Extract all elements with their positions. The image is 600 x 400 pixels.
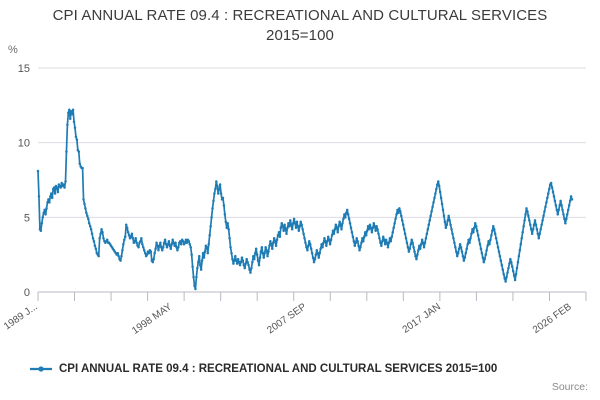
legend-item-label: CPI ANNUAL RATE 09.4 : RECREATIONAL AND …	[59, 363, 498, 375]
page-title: CPI ANNUAL RATE 09.4 : RECREATIONAL AND …	[52, 7, 548, 44]
svg-text:2017 JAN: 2017 JAN	[401, 301, 443, 335]
svg-text:0: 0	[24, 287, 30, 299]
gridlines	[38, 67, 586, 293]
svg-text:10: 10	[18, 138, 30, 150]
legend: CPI ANNUAL RATE 09.4 : RECREATIONAL AND …	[30, 363, 497, 375]
plot-area: 0 5 10 15 1989 J... 1998 MAY 2007 SEP 2017 JAN…	[2, 63, 587, 337]
source-label: Source:	[551, 381, 588, 393]
svg-text:5: 5	[24, 212, 30, 224]
y-axis-ticks: 0 5 10 15	[18, 63, 30, 299]
x-axis	[37, 292, 587, 301]
data-series-markers	[36, 108, 574, 291]
svg-text:1998 MAY: 1998 MAY	[130, 301, 174, 337]
svg-text:2007 SEP: 2007 SEP	[265, 301, 308, 336]
svg-text:2026 FEB: 2026 FEB	[531, 301, 574, 336]
y-axis-unit-label: %	[8, 44, 18, 56]
svg-text:15: 15	[18, 63, 30, 75]
x-axis-tick-labels: 1989 J... 1998 MAY 2007 SEP 2017 JAN 2026 FE…	[2, 301, 574, 337]
data-series-line	[37, 108, 573, 290]
svg-text:1989 J...: 1989 J...	[2, 301, 40, 332]
line-dot-marker	[30, 366, 52, 372]
